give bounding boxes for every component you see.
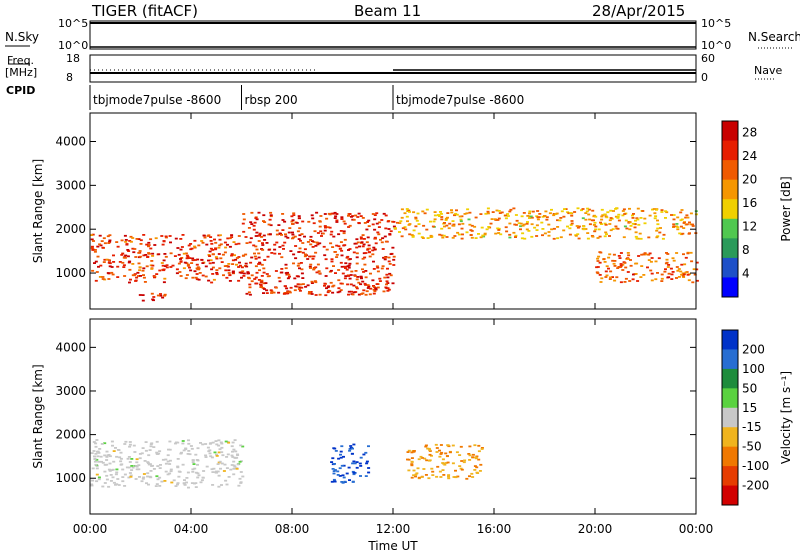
y-axis-label: Slant Range [km] (31, 159, 45, 263)
data-region-flow_13h (406, 443, 484, 480)
colorbar-label: Velocity [m s⁻¹] (779, 371, 793, 464)
y-tick-label: 3000 (55, 384, 86, 398)
colorbar-swatch (722, 330, 738, 350)
nsearch-tick-bottom: 10^0 (701, 39, 731, 52)
colorbar-swatch (722, 368, 738, 389)
colorbar-swatch (722, 179, 738, 200)
nave-label: Nave (754, 64, 783, 77)
nsearch-tick-top: 10^5 (701, 17, 731, 30)
data-region-scatter_band_20h_24h (595, 251, 699, 284)
colorbar-tick-label: -100 (742, 459, 769, 473)
nsky-strip (89, 20, 697, 50)
nave-tick-top: 60 (701, 52, 715, 65)
y-tick-label: 4000 (55, 135, 86, 149)
y-tick-label: 3000 (55, 178, 86, 192)
freq-tick-top: 18 (66, 52, 80, 65)
cpid-segment-label: rbsp 200 (245, 93, 298, 107)
colorbar-swatch (722, 349, 738, 370)
colorbar-swatch (722, 121, 738, 142)
colorbar-swatch (722, 238, 738, 259)
panel-power (89, 113, 739, 309)
colorbar-tick-label: -50 (742, 440, 762, 454)
x-tick-label: 16:00 (477, 522, 512, 536)
date-title: 28/Apr/2015 (592, 2, 686, 20)
y-tick-label: 1000 (55, 266, 86, 280)
cpid-segment-label: tbjmode7pulse -8600 (396, 93, 524, 107)
colorbar-tick-label: -200 (742, 479, 769, 493)
panel-frame (89, 318, 697, 515)
y-tick-label: 4000 (55, 340, 86, 354)
colorbar-swatch (722, 140, 738, 161)
colorbar-swatch (722, 218, 738, 239)
colorbar-tick-label: 15 (742, 401, 757, 415)
x-tick-label: 04:00 (174, 522, 209, 536)
colorbar-tick-label: 20 (742, 173, 757, 187)
colorbar-tick-label: 24 (742, 149, 757, 163)
x-tick-label: 08:00 (275, 522, 310, 536)
panel-velocity (89, 319, 739, 514)
colorbar-label: Power [dB] (779, 176, 793, 241)
y-tick-label: 2000 (55, 428, 86, 442)
colorbar-swatch (722, 160, 738, 181)
colorbar-tick-label: 16 (742, 196, 757, 210)
data-region-scatter_band_0h_6h (90, 233, 245, 284)
colorbar-tick-label: 28 (742, 126, 757, 140)
y-tick-label: 2000 (55, 222, 86, 236)
freq-unit: [MHz] (5, 66, 38, 79)
data-region-scatter_band_6h_12h (241, 211, 396, 297)
data-region-scatter_patch_2h (138, 292, 167, 302)
colorbar-frame (721, 329, 739, 506)
beam-title: Beam 11 (354, 2, 422, 20)
nsky-tick-top: 10^5 (58, 17, 88, 30)
colorbar-tick-label: 200 (742, 342, 765, 356)
y-axis-label: Slant Range [km] (31, 364, 45, 468)
colorbar-swatch (722, 485, 738, 506)
colorbar-tick-label: 4 (742, 267, 750, 281)
data-region-scatter_band_12h_24h (393, 207, 698, 240)
colorbar-swatch (722, 388, 738, 409)
colorbar-frame (721, 120, 739, 298)
freq-tick-bottom: 8 (66, 71, 73, 84)
nsky-tick-bottom: 10^0 (58, 39, 88, 52)
colorbar-tick-label: 12 (742, 220, 757, 234)
panel-frame (89, 112, 697, 310)
cpid-segment-label: tbjmode7pulse -8600 (93, 93, 221, 107)
colorbar-swatch (722, 407, 738, 428)
x-tick-label: 00:00 (73, 522, 108, 536)
colorbar-tick-label: 100 (742, 362, 765, 376)
colorbar-swatch (722, 466, 738, 487)
colorbar-tick-label: -15 (742, 420, 762, 434)
x-tick-label: 00:00 (679, 522, 714, 536)
nsky-label: N.Sky (5, 30, 40, 44)
colorbar-swatch (722, 427, 738, 448)
colorbar-swatch (722, 446, 738, 467)
colorbar-tick-label: 8 (742, 243, 750, 257)
data-region-ground_scatter_0h_6h (90, 439, 245, 489)
colorbar-swatch (722, 199, 738, 220)
colorbar-swatch (722, 277, 738, 298)
y-tick-label: 1000 (55, 471, 86, 485)
cpid-label: CPID (6, 84, 36, 97)
nave-tick-bottom: 0 (701, 71, 708, 84)
x-tick-label: 20:00 (578, 522, 613, 536)
nsearch-label: N.Search (748, 30, 800, 44)
radar-title: TIGER (fitACF) (92, 2, 199, 20)
freq-strip (89, 54, 697, 83)
data-region-flow_10h (330, 443, 371, 484)
colorbar-tick-label: 50 (742, 381, 757, 395)
x-tick-label: 12:00 (376, 522, 411, 536)
x-axis-label: Time UT (367, 539, 418, 553)
colorbar-swatch (722, 257, 738, 278)
